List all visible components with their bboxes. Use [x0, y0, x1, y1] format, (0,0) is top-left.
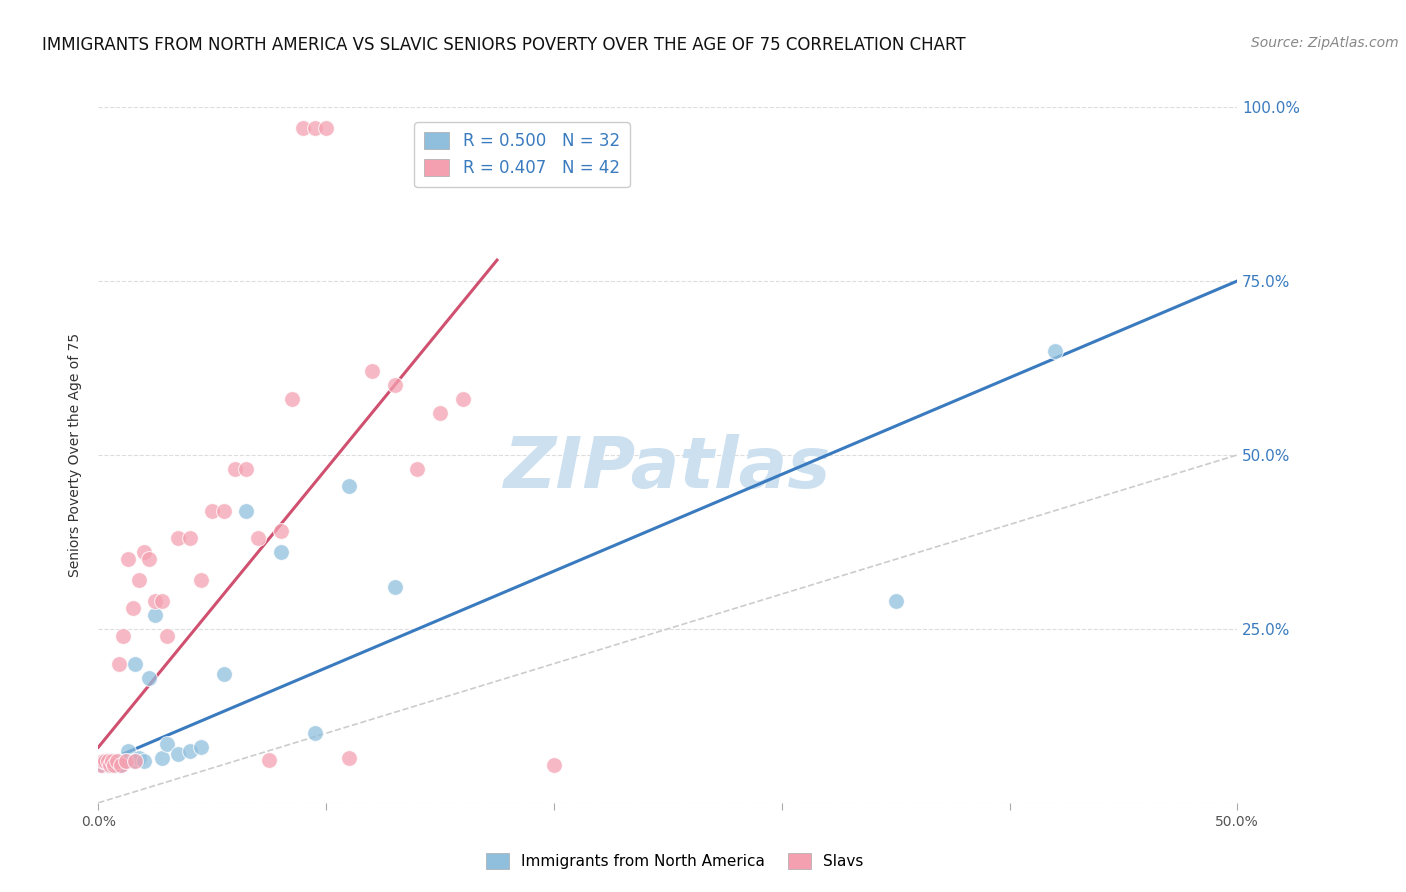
Point [114, 754, 136, 768]
Point [201, 503, 224, 517]
Point [91, 754, 114, 768]
Point [94, 754, 117, 768]
Point [179, 744, 201, 758]
Point [138, 552, 160, 566]
Point [91, 757, 114, 772]
Point [884, 594, 907, 608]
Point [121, 601, 143, 615]
Point [128, 573, 150, 587]
Point [384, 378, 406, 392]
Point [108, 657, 131, 671]
Point [246, 532, 269, 546]
Point [304, 726, 326, 740]
Point [98, 754, 121, 768]
Point [105, 754, 128, 768]
Point [406, 462, 429, 476]
Point [259, 753, 281, 767]
Point [105, 757, 128, 772]
Point [337, 750, 360, 764]
Point [117, 552, 139, 566]
Point [108, 754, 131, 768]
Point [167, 532, 190, 546]
Point [270, 524, 292, 539]
Point [132, 545, 155, 559]
Y-axis label: Seniors Poverty Over the Age of 75: Seniors Poverty Over the Age of 75 [69, 333, 83, 577]
Point [128, 750, 150, 764]
Point [103, 757, 125, 772]
Point [110, 757, 132, 772]
Point [270, 545, 292, 559]
Legend: R = 0.500   N = 32, R = 0.407   N = 42: R = 0.500 N = 32, R = 0.407 N = 42 [415, 122, 630, 187]
Point [315, 120, 337, 135]
Legend: Immigrants from North America, Slavs: Immigrants from North America, Slavs [479, 847, 870, 875]
Point [543, 757, 565, 772]
Text: Source: ZipAtlas.com: Source: ZipAtlas.com [1251, 36, 1399, 50]
Point [98, 757, 121, 772]
Point [190, 573, 212, 587]
Text: ZIPatlas: ZIPatlas [505, 434, 831, 503]
Point [114, 754, 136, 768]
Point [145, 594, 167, 608]
Point [117, 744, 139, 758]
Point [360, 364, 382, 378]
Point [212, 503, 235, 517]
Point [110, 757, 132, 772]
Point [224, 462, 246, 476]
Point [101, 754, 124, 768]
Point [179, 532, 201, 546]
Point [132, 754, 155, 768]
Point [90, 757, 112, 772]
Text: IMMIGRANTS FROM NORTH AMERICA VS SLAVIC SENIORS POVERTY OVER THE AGE OF 75 CORRE: IMMIGRANTS FROM NORTH AMERICA VS SLAVIC … [42, 36, 966, 54]
Point [156, 737, 179, 751]
Point [292, 120, 315, 135]
Point [124, 754, 146, 768]
Point [138, 671, 160, 685]
Point [112, 754, 135, 768]
Point [281, 392, 304, 407]
Point [96, 757, 118, 772]
Point [429, 406, 451, 420]
Point [1043, 343, 1066, 358]
Point [337, 479, 360, 493]
Point [150, 750, 173, 764]
Point [167, 747, 190, 761]
Point [150, 594, 173, 608]
Point [156, 629, 179, 643]
Point [145, 607, 167, 622]
Point [451, 392, 474, 407]
Point [90, 757, 112, 772]
Point [96, 754, 118, 768]
Point [103, 754, 125, 768]
Point [190, 740, 212, 755]
Point [212, 667, 235, 681]
Point [94, 754, 117, 768]
Point [235, 462, 257, 476]
Point [384, 580, 406, 594]
Point [121, 754, 143, 768]
Point [235, 503, 257, 517]
Point [112, 629, 135, 643]
Point [304, 120, 326, 135]
Point [101, 757, 124, 772]
Point [124, 657, 146, 671]
